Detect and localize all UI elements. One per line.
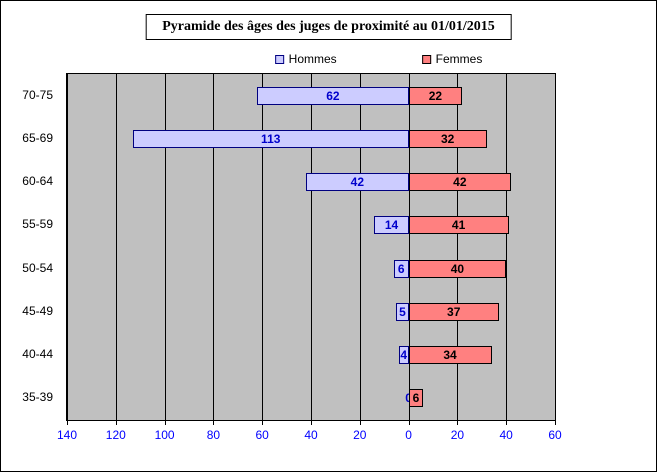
x-axis: 140 120 100 80 60 40 20 0 20 40 60 <box>57 421 562 447</box>
x-tick-label: 60 <box>255 428 269 442</box>
x-tick-label: 100 <box>154 428 175 442</box>
vertical-gridline <box>408 74 410 420</box>
vertical-gridline <box>359 74 361 420</box>
plot-area: 6222113324242144164053743406 <box>66 73 556 421</box>
x-axis-tick <box>164 421 166 425</box>
vertical-gridline <box>262 74 264 420</box>
bar-value-label: 5 <box>399 304 406 319</box>
y-category-label: 50-54 <box>22 260 53 275</box>
femmes-legend-swatch <box>421 54 431 64</box>
bar-femmes: 6 <box>408 389 424 408</box>
bar-value-label: 40 <box>450 261 465 276</box>
hommes-legend-label: Hommes <box>288 52 337 66</box>
bar-value-label: 6 <box>397 261 405 276</box>
y-category-label: 65-69 <box>22 130 53 145</box>
x-tick-label: 20 <box>450 428 465 442</box>
bar-hommes: 14 <box>374 216 409 235</box>
bar-value-label: 6 <box>412 391 420 406</box>
vertical-gridline <box>213 74 215 420</box>
bar-femmes: 42 <box>408 173 512 192</box>
x-tick-label: 120 <box>105 428 126 442</box>
bar-femmes: 22 <box>408 86 463 105</box>
legend-item-hommes: Hommes <box>274 52 337 66</box>
x-axis-tick <box>115 421 117 425</box>
x-tick-label: 0 <box>405 428 412 442</box>
x-axis-tick <box>506 421 508 425</box>
vertical-gridline <box>67 74 68 420</box>
x-axis-tick <box>408 421 410 425</box>
bar-value-label: 32 <box>440 131 455 146</box>
femmes-legend-label: Femmes <box>435 52 483 66</box>
bar-value-label: 4 <box>400 348 408 363</box>
bar-value-label: 41 <box>451 218 466 233</box>
x-axis-tick <box>311 421 312 425</box>
bar-value-label: 34 <box>443 348 457 363</box>
bar-femmes: 34 <box>408 346 492 365</box>
bar-hommes: 62 <box>257 86 409 105</box>
y-axis: 70-75 65-69 60-64 55-59 50-54 45-49 40-44 35-39 <box>1 73 59 421</box>
bar-femmes: 41 <box>408 216 509 235</box>
x-tick-label: 40 <box>499 428 513 442</box>
x-axis-tick <box>213 421 215 425</box>
y-category-label: 55-59 <box>22 217 53 232</box>
x-tick-label: 20 <box>353 428 367 442</box>
bar-value-label: 14 <box>384 218 399 233</box>
legend-item-femmes: Femmes <box>421 52 483 66</box>
y-category-label: 45-49 <box>22 303 53 318</box>
chart-legend: Hommes Femmes <box>274 52 483 66</box>
y-category-label: 70-75 <box>22 87 53 102</box>
bar-femmes: 40 <box>408 259 507 278</box>
x-tick-label: 140 <box>56 428 78 442</box>
bar-value-label: 62 <box>326 88 340 103</box>
x-axis-tick <box>262 421 264 425</box>
bar-hommes: 5 <box>396 302 409 321</box>
vertical-gridline <box>164 74 166 420</box>
hommes-legend-swatch <box>274 54 284 64</box>
vertical-gridline <box>555 74 556 420</box>
bar-hommes: 42 <box>306 173 409 192</box>
bar-value-label: 37 <box>447 304 461 319</box>
bar-femmes: 37 <box>408 302 499 321</box>
x-tick-label: 60 <box>548 428 562 442</box>
bar-value-label: 42 <box>350 175 365 190</box>
vertical-gridline <box>506 74 508 420</box>
bar-hommes: 6 <box>393 259 409 278</box>
y-category-label: 35-39 <box>22 390 53 405</box>
bar-value-label: 113 <box>261 131 281 146</box>
x-axis-tick <box>359 421 361 425</box>
bar-value-label: 22 <box>428 88 443 103</box>
x-tick-label: 40 <box>304 428 318 442</box>
y-category-label: 40-44 <box>22 347 53 362</box>
x-tick-label: 80 <box>206 428 221 442</box>
bar-value-label: 42 <box>453 175 467 190</box>
bar-hommes: 113 <box>132 129 409 148</box>
bar-hommes: 4 <box>398 346 409 365</box>
chart-title: Pyramide des âges des juges de proximité… <box>145 14 512 40</box>
x-axis-tick <box>67 421 68 425</box>
x-axis-tick <box>457 421 459 425</box>
vertical-gridline <box>115 74 117 420</box>
y-category-label: 60-64 <box>22 174 53 189</box>
bar-femmes: 32 <box>408 129 487 148</box>
x-axis-tick <box>555 421 556 425</box>
vertical-gridline <box>311 74 312 420</box>
vertical-gridline <box>457 74 459 420</box>
